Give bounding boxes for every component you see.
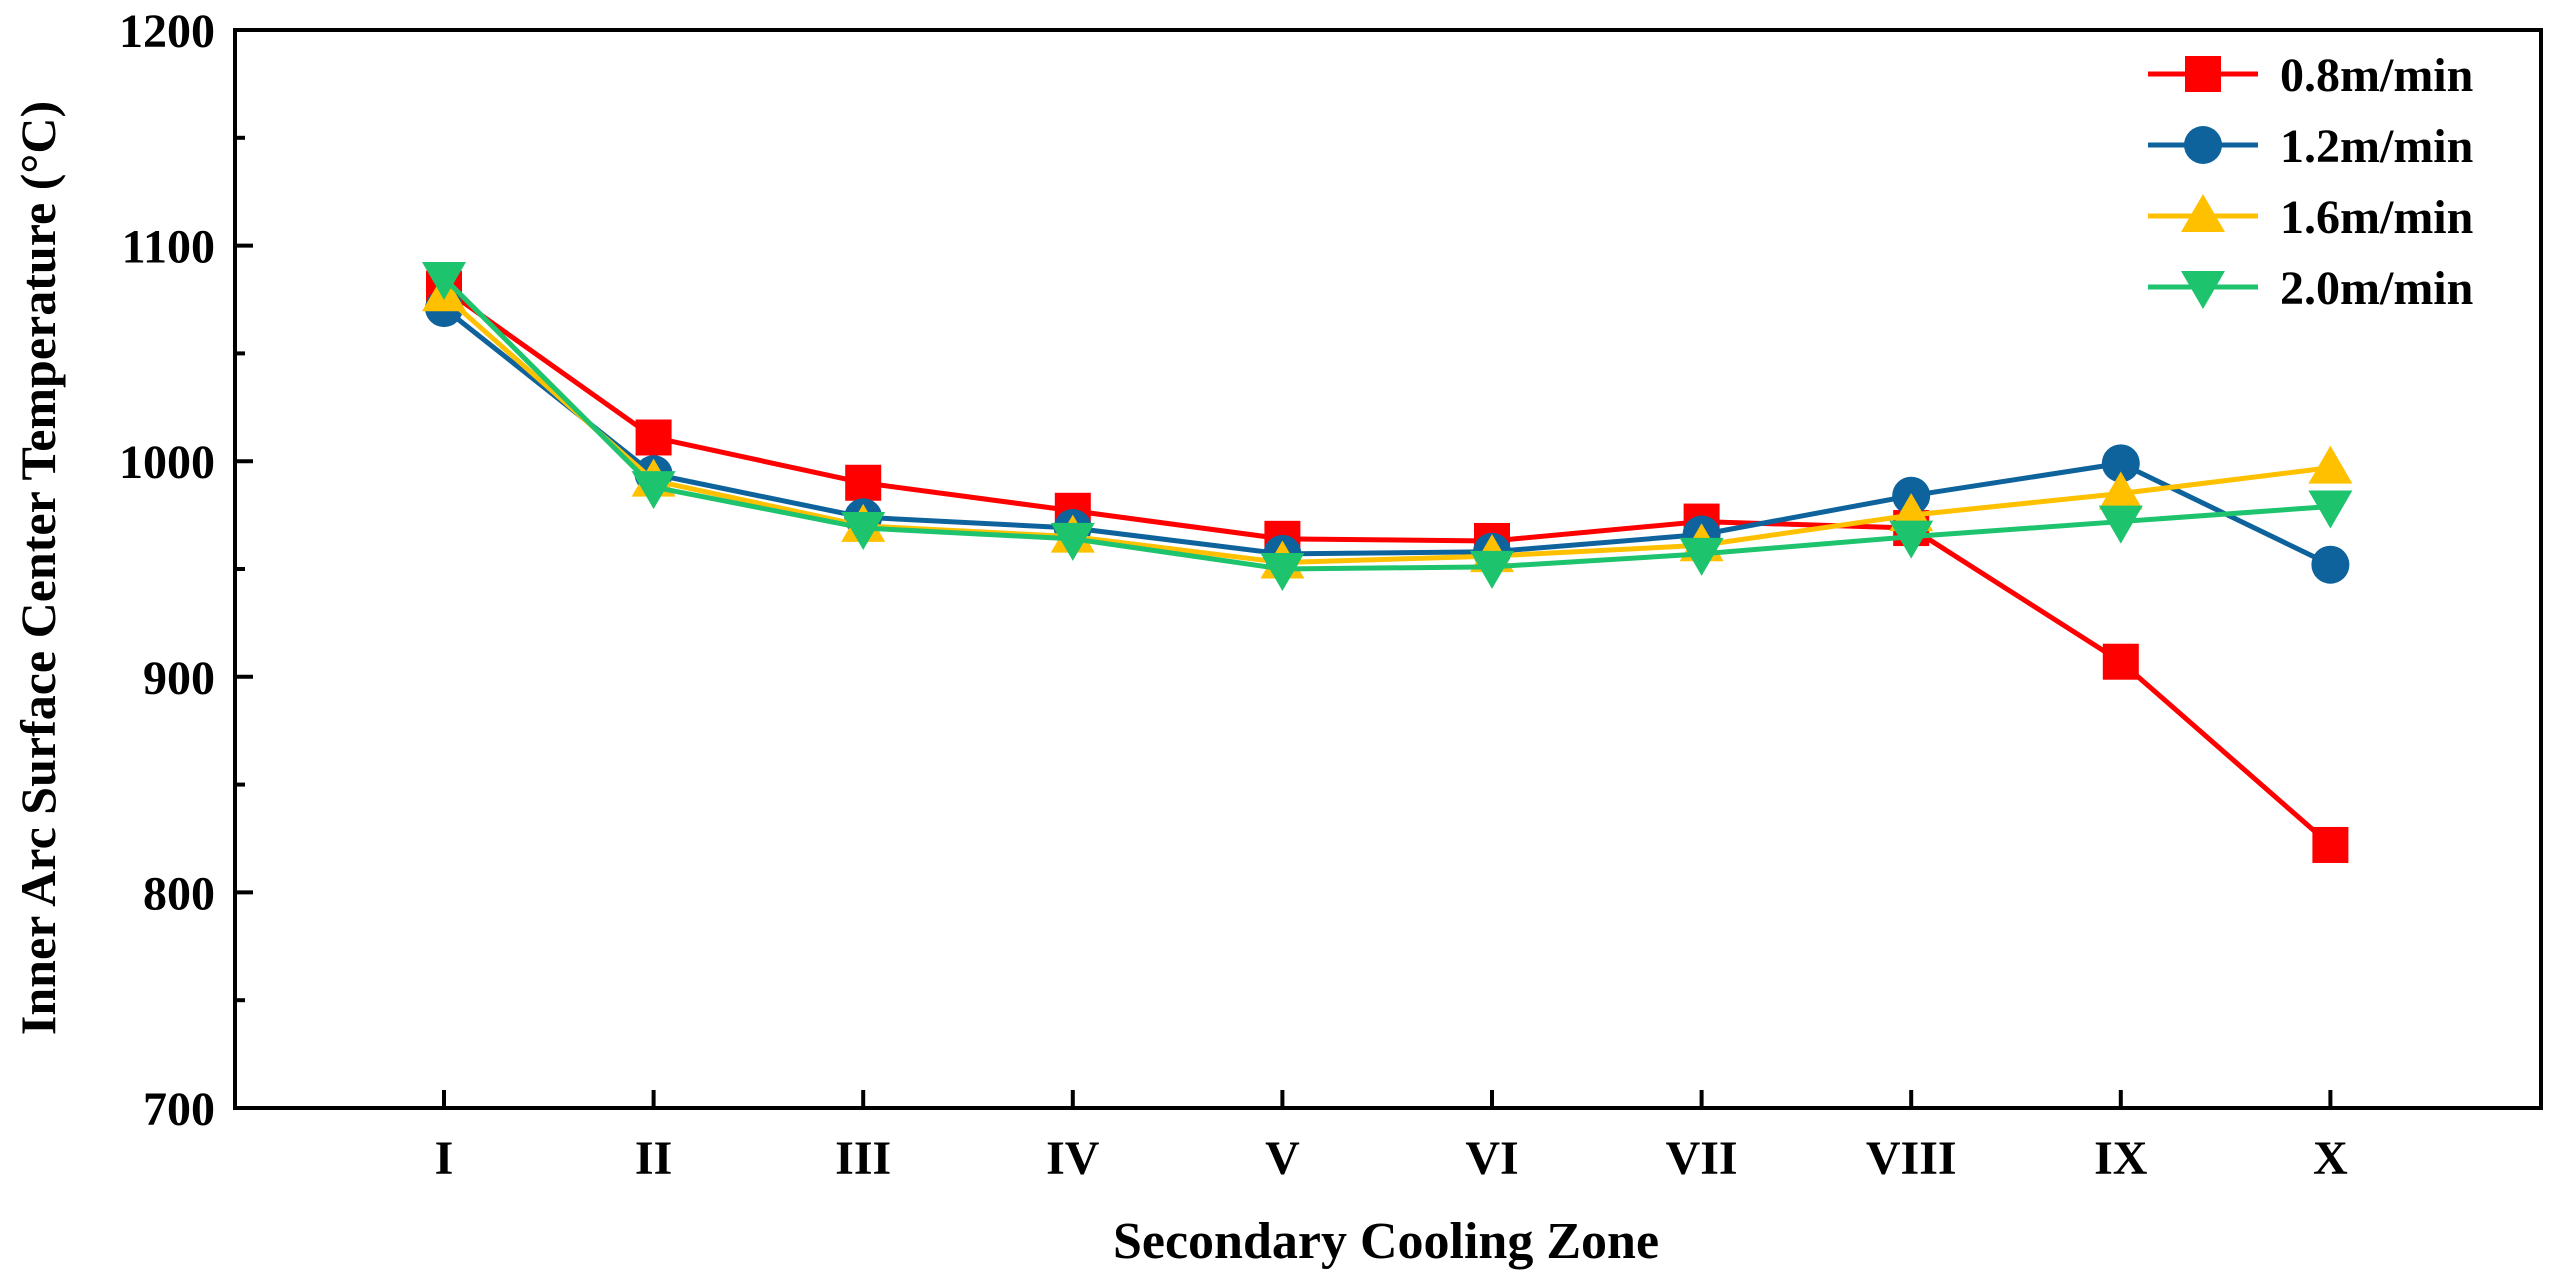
- data-point: [1889, 520, 1934, 559]
- data-point: [1260, 553, 1305, 591]
- data-point: [2102, 643, 2139, 680]
- series-line: [442, 293, 2331, 566]
- legend: 0.8m/min 1.2m/min 1.6m/min 2.0m/min: [2148, 49, 2473, 315]
- series-line: [442, 306, 2332, 567]
- legend-label: 1.2m/min: [2280, 120, 2473, 173]
- data-point: [2308, 445, 2353, 484]
- x-tick-label: II: [635, 1132, 672, 1185]
- y-tick-label: 1200: [119, 5, 215, 58]
- data-point: [2311, 545, 2350, 584]
- series-line: [442, 286, 2333, 847]
- series-layer: [422, 261, 2353, 863]
- series-line: [442, 276, 2331, 572]
- y-axis: 700 800 900 1000 1100 1200: [119, 5, 253, 1136]
- data-point: [2098, 505, 2143, 544]
- x-tick-label: VIII: [1866, 1132, 1957, 1185]
- x-tick-label: X: [2313, 1132, 2348, 1185]
- series-3: [422, 261, 2353, 591]
- legend-marker: [2184, 126, 2222, 164]
- y-tick-label: 800: [143, 867, 215, 920]
- x-tick-label: VI: [1465, 1132, 1518, 1185]
- data-point: [1050, 522, 1095, 561]
- y-tick-label: 900: [143, 652, 215, 705]
- data-point: [845, 464, 882, 501]
- x-tick-label: IV: [1046, 1132, 1100, 1185]
- y-tick-label: 700: [143, 1083, 215, 1136]
- y-tick-label: 1000: [119, 436, 215, 489]
- x-axis-title: Secondary Cooling Zone: [1113, 1213, 1659, 1270]
- x-tick-label: III: [835, 1132, 891, 1185]
- x-axis: I II III IV V VI VII VIII IX X: [435, 1090, 2348, 1185]
- legend-label: 1.6m/min: [2280, 191, 2473, 244]
- data-point: [841, 512, 886, 551]
- legend-label: 0.8m/min: [2280, 49, 2473, 102]
- data-point: [2312, 826, 2349, 863]
- x-tick-label: VII: [1666, 1132, 1738, 1185]
- data-point: [422, 261, 466, 300]
- x-tick-label: V: [1265, 1132, 1300, 1185]
- data-point: [2101, 444, 2140, 483]
- data-point: [2098, 471, 2143, 510]
- legend-marker: [2181, 271, 2225, 309]
- legend-marker: [2181, 194, 2225, 232]
- y-tick-label: 1100: [122, 221, 215, 274]
- x-tick-label: IX: [2094, 1132, 2148, 1185]
- data-point: [631, 471, 676, 510]
- x-tick-label: I: [435, 1132, 454, 1185]
- legend-item: 1.2m/min: [2148, 120, 2473, 173]
- legend-marker: [2185, 56, 2221, 92]
- data-point: [635, 419, 672, 456]
- data-point: [1470, 550, 1514, 589]
- legend-item: 0.8m/min: [2148, 49, 2473, 102]
- data-point: [2308, 490, 2353, 529]
- legend-item: 1.6m/min: [2148, 191, 2473, 244]
- series-2: [422, 273, 2353, 579]
- data-point: [1679, 537, 1724, 576]
- legend-label: 2.0m/min: [2280, 262, 2473, 315]
- legend-item: 2.0m/min: [2148, 262, 2473, 315]
- y-axis-title: Inner Arc Surface Center Temperature (°C…: [10, 101, 66, 1035]
